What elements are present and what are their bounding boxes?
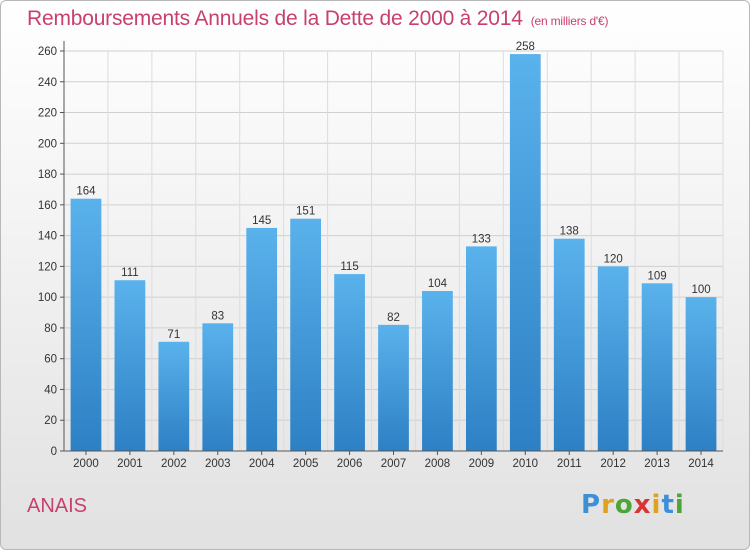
y-tick-label: 100 [38, 292, 57, 304]
bar [509, 54, 541, 451]
data-label: 145 [252, 215, 271, 227]
data-label: 120 [604, 253, 623, 265]
x-tick-label: 2000 [73, 458, 99, 470]
data-label: 164 [76, 186, 96, 198]
bar [465, 246, 497, 451]
y-tick-label: 200 [38, 138, 57, 150]
x-tick-label: 2002 [161, 458, 187, 470]
data-label: 82 [387, 312, 400, 324]
data-label: 111 [121, 267, 138, 279]
y-tick-label: 160 [38, 200, 57, 212]
x-tick-label: 2006 [337, 458, 363, 470]
bar [202, 323, 234, 451]
bars [70, 54, 717, 451]
data-label: 71 [167, 329, 180, 341]
x-tick-label: 2008 [425, 458, 451, 470]
x-tick-label: 2011 [557, 458, 582, 470]
x-tick-label: 2004 [249, 458, 275, 470]
bar [641, 283, 673, 451]
axes: 0 20 40 60 80 100 120 140 160 180 200 220 240 260 2000… [38, 41, 723, 470]
y-tick-label: 60 [44, 354, 57, 366]
proxiti-logo: Proxiti [581, 490, 685, 520]
y-tick-label: 20 [44, 415, 57, 427]
bar [597, 266, 629, 451]
bar [334, 274, 365, 451]
data-label: 104 [428, 278, 448, 290]
logo-letter: P [581, 490, 602, 520]
bar [290, 218, 322, 451]
logo-letter: i [674, 490, 685, 520]
x-tick-label: 2001 [117, 458, 143, 470]
logo-letter: r [601, 490, 615, 520]
y-tick-label: 120 [38, 261, 57, 273]
bar [553, 238, 585, 451]
data-label: 83 [211, 310, 224, 322]
data-label: 100 [691, 284, 710, 296]
data-label: 138 [560, 226, 579, 238]
logo-letter: x [633, 490, 652, 520]
x-tick-label: 2010 [513, 458, 539, 470]
x-tick-label: 2013 [644, 458, 670, 470]
data-label: 151 [296, 206, 315, 218]
chart-title: Remboursements Annuels de la Dette de 20… [27, 7, 608, 31]
y-tick-label: 260 [38, 46, 57, 58]
y-tick-label: 40 [44, 384, 57, 396]
chart-title-text: Remboursements Annuels de la Dette de 20… [27, 7, 523, 30]
bar [70, 198, 102, 451]
y-tick-label: 0 [51, 446, 57, 458]
y-tick-label: 180 [38, 169, 57, 181]
y-tick-label: 240 [38, 77, 57, 89]
logo-letter: i [651, 490, 662, 520]
bar [685, 297, 717, 451]
data-labels: 164 111 71 83 145 151 115 82 104 133 258 138 120 109 1… [76, 41, 710, 341]
logo-letter: o [614, 490, 634, 520]
x-tick-label: 2009 [469, 458, 495, 470]
data-label: 133 [472, 233, 491, 245]
chart-subtitle: (en milliers d'€) [530, 14, 609, 28]
x-tick-label: 2007 [381, 458, 407, 470]
x-tick-label: 2014 [688, 458, 714, 470]
bar [422, 291, 453, 451]
x-tick-label: 2012 [600, 458, 626, 470]
commune-name: ANAIS [27, 495, 88, 517]
x-tick-label: 2003 [205, 458, 231, 470]
x-tick-label: 2005 [293, 458, 319, 470]
y-tick-label: 80 [44, 323, 57, 335]
data-label: 109 [648, 270, 667, 282]
y-tick-label: 140 [38, 231, 57, 243]
bar [114, 280, 146, 451]
bar [378, 324, 409, 451]
y-tick-label: 220 [38, 108, 57, 120]
bar [246, 227, 278, 451]
data-label: 258 [516, 41, 535, 53]
logo-letter: t [661, 490, 675, 520]
bar [158, 341, 190, 451]
data-label: 115 [340, 261, 358, 273]
